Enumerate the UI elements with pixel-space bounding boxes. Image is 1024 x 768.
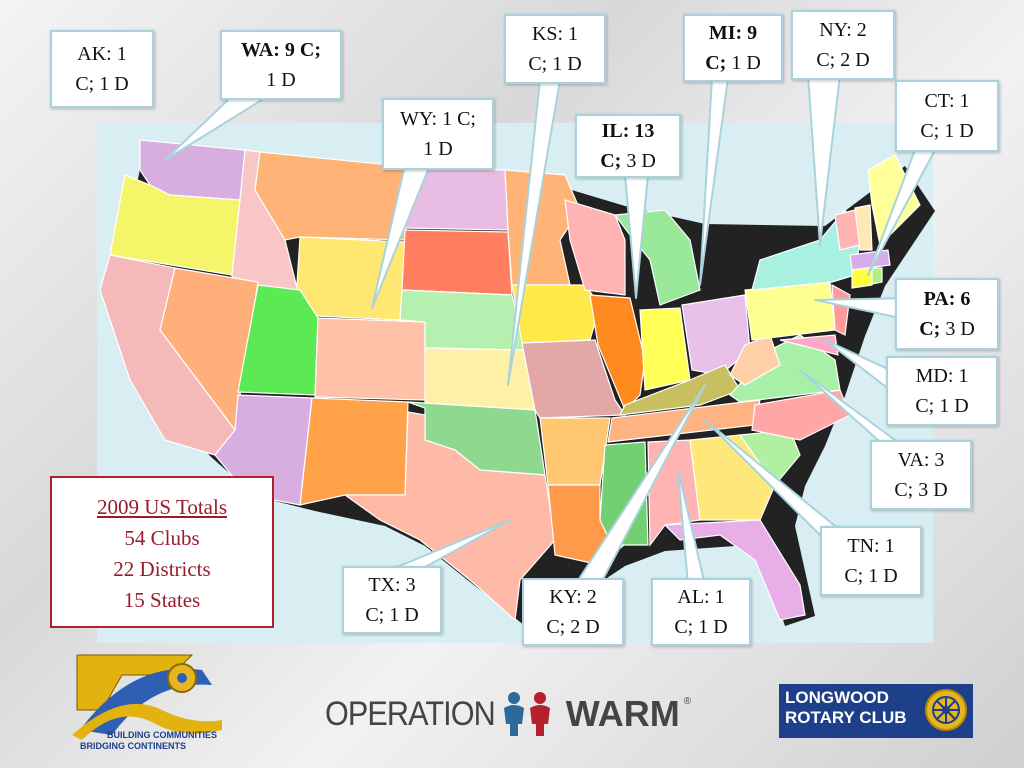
- callout-md-line1: MD: 1: [915, 365, 969, 387]
- totals-states: 15 States: [123, 588, 201, 612]
- state-ma: [849, 249, 891, 271]
- callout-ks-line1: KS: 1: [531, 23, 579, 45]
- callout-ky-line1: KY: 2: [549, 586, 597, 608]
- rotary-wheel-icon: [925, 689, 967, 731]
- callout-mi-line2-bold: C;: [705, 52, 727, 74]
- building-communities-logo: BUILDING COMMUNITIES BRIDGING CONTINENTS: [62, 650, 252, 755]
- callout-wa-line1: WA: 9 C;: [241, 39, 321, 61]
- callout-il: IL: 13 C; 3 D: [575, 114, 681, 178]
- callout-pa-line1: PA: 6: [923, 288, 971, 310]
- totals-box: 2009 US Totals 54 Clubs 22 Districts 15 …: [50, 476, 274, 628]
- longwood-line2: ROTARY CLUB: [785, 708, 907, 727]
- callout-pa: PA: 6 C; 3 D: [895, 278, 999, 350]
- callout-wy-line2: 1 D: [423, 138, 453, 160]
- callout-pa-line2-bold: C;: [919, 318, 941, 340]
- callout-ak-line1: AK: 1: [77, 43, 127, 65]
- state-il: [589, 294, 646, 412]
- callout-ak: AK: 1 C; 1 D: [50, 30, 154, 108]
- callout-tn: TN: 1 C; 1 D: [820, 526, 922, 596]
- operation-warm-logo: OPERATION WARM ®: [325, 688, 705, 740]
- state-nj: [831, 283, 851, 336]
- callout-va: VA: 3 C; 3 D: [870, 440, 972, 510]
- callout-al: AL: 1 C; 1 D: [651, 578, 751, 646]
- callout-mi-line2: 1 D: [726, 52, 761, 74]
- totals-clubs: 54 Clubs: [124, 526, 200, 550]
- callout-il-line2: 3 D: [621, 150, 656, 172]
- callout-va-line1: VA: 3: [897, 449, 945, 471]
- callout-ny-line1: NY: 2: [819, 19, 867, 41]
- operation-warm-figures-icon: [503, 692, 550, 736]
- callout-il-line2-bold: C;: [600, 150, 622, 172]
- callout-ky-line2: C; 2 D: [546, 616, 600, 638]
- callout-mi: MI: 9 C; 1 D: [683, 14, 783, 82]
- callout-tx-line2: C; 1 D: [365, 604, 419, 626]
- callout-ak-line2: C; 1 D: [75, 73, 129, 95]
- state-md: [779, 334, 839, 356]
- callout-pa-line2: 3 D: [940, 318, 975, 340]
- callout-ny: NY: 2 C; 2 D: [791, 10, 895, 80]
- callout-tn-line1: TN: 1: [847, 535, 895, 557]
- callout-va-line2: C; 3 D: [894, 479, 948, 501]
- state-ar: [539, 417, 611, 486]
- callout-al-line1: AL: 1: [677, 586, 725, 608]
- callout-tn-line2: C; 1 D: [844, 565, 898, 587]
- state-me: [867, 154, 921, 247]
- logo-left-line1: BUILDING COMMUNITIES: [107, 730, 217, 740]
- callout-wa: WA: 9 C; 1 D: [220, 30, 342, 100]
- callout-wy: WY: 1 C; 1 D: [382, 98, 494, 170]
- callout-ny-line2: C; 2 D: [816, 49, 870, 71]
- callout-md: MD: 1 C; 1 D: [886, 356, 998, 426]
- callout-ct-line2: C; 1 D: [920, 120, 974, 142]
- state-sd: [401, 229, 513, 296]
- callout-ks: KS: 1 C; 1 D: [504, 14, 606, 84]
- callout-wy-line1: WY: 1 C;: [400, 108, 476, 130]
- callout-mi-line1: MI: 9: [708, 22, 758, 44]
- state-ms: [599, 441, 649, 546]
- callout-md-line2: C; 1 D: [915, 395, 969, 417]
- state-nh: [854, 204, 873, 251]
- state-oh: [681, 294, 751, 376]
- state-ct: [851, 267, 873, 289]
- logo-left-line2: BRIDGING CONTINENTS: [80, 741, 187, 751]
- state-ia: [511, 284, 601, 344]
- state-ks: [424, 347, 536, 411]
- callout-tx-line1: TX: 3: [368, 574, 416, 596]
- callout-ky: KY: 2 C; 2 D: [522, 578, 624, 646]
- callout-il-line1: IL: 13: [601, 120, 655, 142]
- totals-districts: 22 Districts: [113, 557, 211, 581]
- longwood-rotary-logo: LONGWOOD ROTARY CLUB: [779, 684, 973, 738]
- callout-tx: TX: 3 C; 1 D: [342, 566, 442, 634]
- operation-text: OPERATION: [325, 694, 496, 733]
- state-pa: [744, 281, 836, 341]
- callout-wa-line2: 1 D: [266, 69, 296, 91]
- state-ri: [871, 267, 883, 285]
- callout-al-line2: C; 1 D: [674, 616, 728, 638]
- callout-ks-line2: C; 1 D: [528, 53, 582, 75]
- callout-ct-line1: CT: 1: [924, 90, 970, 112]
- state-ga: [689, 434, 776, 521]
- state-co: [314, 317, 426, 401]
- state-mo: [521, 339, 627, 419]
- registered-mark: ®: [683, 696, 692, 707]
- callout-ct: CT: 1 C; 1 D: [895, 80, 999, 152]
- warm-text: WARM: [565, 693, 680, 734]
- state-nm: [299, 397, 409, 506]
- totals-heading: 2009 US Totals: [97, 495, 227, 519]
- longwood-line1: LONGWOOD: [785, 688, 889, 707]
